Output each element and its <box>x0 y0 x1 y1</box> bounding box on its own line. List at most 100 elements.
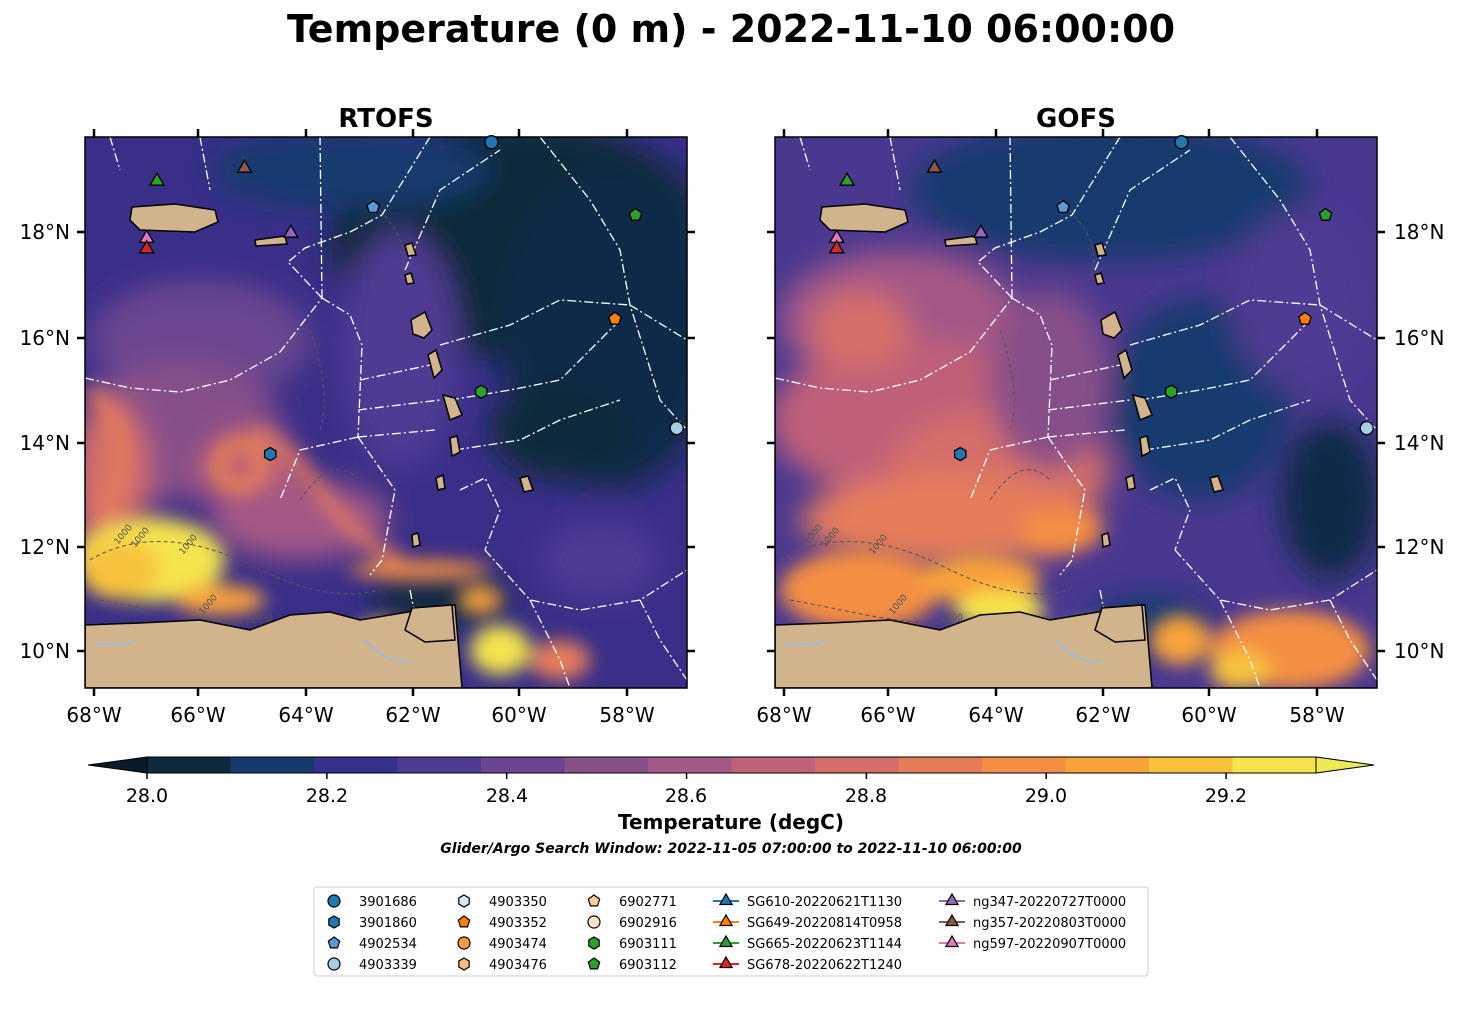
bathymetry-contours <box>779 199 1095 624</box>
colorbar: 28.0 28.2 28.4 28.6 28.8 29.0 29.2 Tempe… <box>87 756 1375 834</box>
colorbar-band <box>982 757 1066 773</box>
observation-marker <box>953 446 967 462</box>
panel-rtofs: RTOFS <box>20 104 695 727</box>
lon-tick-label: 60°W <box>1181 703 1236 727</box>
legend-item: ng357-20220803T0000 <box>939 913 1126 931</box>
observation-marker <box>1298 311 1312 325</box>
observation-markers-gofs <box>828 135 1374 462</box>
trinidad-island <box>1094 604 1146 643</box>
colorbar-tick-label: 29.0 <box>1025 785 1067 807</box>
legend-item: 6903112 <box>587 957 677 973</box>
ticks-rtofs <box>77 129 695 696</box>
lon-tick-label: 64°W <box>278 703 333 727</box>
guadeloupe-island <box>410 310 433 339</box>
lat-tick-label: 12°N <box>20 535 70 559</box>
south-america-landmass <box>85 604 463 688</box>
legend-item: 4903350 <box>458 894 547 910</box>
puerto-rico-island <box>819 203 909 233</box>
colorbar-tick-labels: 28.0 28.2 28.4 28.6 28.8 29.0 29.2 <box>126 785 1247 807</box>
lat-tick-label: 12°N <box>1394 535 1444 559</box>
legend-marker <box>944 934 960 948</box>
observation-marker <box>926 158 943 173</box>
legend-label: 6902771 <box>619 895 677 910</box>
legend-marker <box>457 915 471 928</box>
colorbar-extend-low <box>87 756 148 774</box>
panel-gofs: GOFS <box>756 104 1444 727</box>
legend-marker <box>718 934 734 948</box>
island <box>404 242 418 257</box>
island <box>1094 272 1105 285</box>
contour-label: 1000 <box>940 613 963 623</box>
legend-item: ng347-20220727T0000 <box>939 892 1126 910</box>
eez-boundaries <box>85 137 687 688</box>
colorbar-band <box>1232 757 1317 773</box>
colorbar-extend-high <box>1315 756 1375 774</box>
lon-tick-label: 58°W <box>1289 703 1344 727</box>
legend-marker <box>944 892 960 906</box>
observation-marker <box>838 171 856 186</box>
observation-marker <box>972 223 989 238</box>
colorbar-bands <box>87 756 1375 779</box>
colorbar-band <box>898 757 983 773</box>
south-america-landmass <box>775 604 1153 688</box>
lon-tick-label: 60°W <box>491 703 546 727</box>
st-croix-island <box>254 235 288 247</box>
legend-item: 6902916 <box>587 915 677 931</box>
legend-label: 3901686 <box>359 895 417 910</box>
colorbar-band <box>731 757 816 773</box>
legend-marker <box>458 957 470 971</box>
legend-label: SG678-20220622T1240 <box>747 958 902 973</box>
land <box>85 203 534 688</box>
observation-marker <box>474 384 488 399</box>
legend-item: 6903111 <box>588 936 677 952</box>
lon-tick-label: 66°W <box>170 703 225 727</box>
legend-marker <box>587 957 601 970</box>
legend-item: 6902771 <box>587 894 677 910</box>
legend-marker <box>327 936 341 949</box>
legend-label: SG665-20220623T1144 <box>747 937 902 952</box>
warm-anomalies <box>780 510 1370 688</box>
colorbar-band <box>564 757 649 773</box>
legend-label: 4903352 <box>489 916 547 931</box>
colorbar-band <box>648 757 732 773</box>
barbados-island <box>519 475 534 493</box>
lon-tick-label: 66°W <box>860 703 915 727</box>
legend-label: SG649-20220814T0958 <box>747 916 902 931</box>
legend-marker <box>327 894 341 908</box>
legend-items: 3901686 3901860 4902534 4903339 4903350 49033… <box>327 892 1126 973</box>
legend-label: SG610-20220621T1130 <box>747 895 902 910</box>
search-window-text: Glider/Argo Search Window: 2022-11-05 07… <box>440 841 1022 857</box>
lat-tick-label: 16°N <box>20 326 70 350</box>
lat-labels-rtofs: 18°N 16°N 14°N 12°N 10°N <box>20 220 70 663</box>
legend-label: ng357-20220803T0000 <box>973 916 1126 931</box>
colorbar-band <box>1149 757 1233 773</box>
st-lucia-island <box>1139 435 1151 458</box>
legend-marker <box>944 913 960 927</box>
legend-marker <box>327 957 341 971</box>
legend-marker <box>718 892 734 906</box>
legend-label: 4903350 <box>489 895 547 910</box>
legend-item: 4902534 <box>327 936 417 952</box>
observation-marker <box>1056 199 1071 214</box>
colorbar-band <box>314 757 398 773</box>
colorbar-tick-label: 28.0 <box>126 785 168 807</box>
colorbar-band <box>1065 757 1150 773</box>
lon-labels-rtofs: 68°W 66°W 64°W 62°W 60°W 58°W <box>66 703 654 727</box>
trinidad-island <box>404 604 456 643</box>
legend-marker <box>718 955 734 969</box>
legend-label: 4903339 <box>359 958 417 973</box>
legend-marker <box>328 915 340 929</box>
legend-label: 6902916 <box>619 916 677 931</box>
observation-marker <box>1174 135 1189 150</box>
lat-tick-label: 16°N <box>1394 326 1444 350</box>
lat-tick-label: 14°N <box>1394 431 1444 455</box>
st-vincent-island <box>435 473 446 491</box>
land <box>775 203 1224 688</box>
colorbar-band <box>481 757 565 773</box>
colorbar-tick-label: 28.4 <box>486 785 528 807</box>
legend-marker <box>587 915 601 929</box>
observation-marker <box>1318 207 1333 221</box>
puerto-rico-island <box>129 203 219 233</box>
legend-item: 4903339 <box>327 957 417 973</box>
